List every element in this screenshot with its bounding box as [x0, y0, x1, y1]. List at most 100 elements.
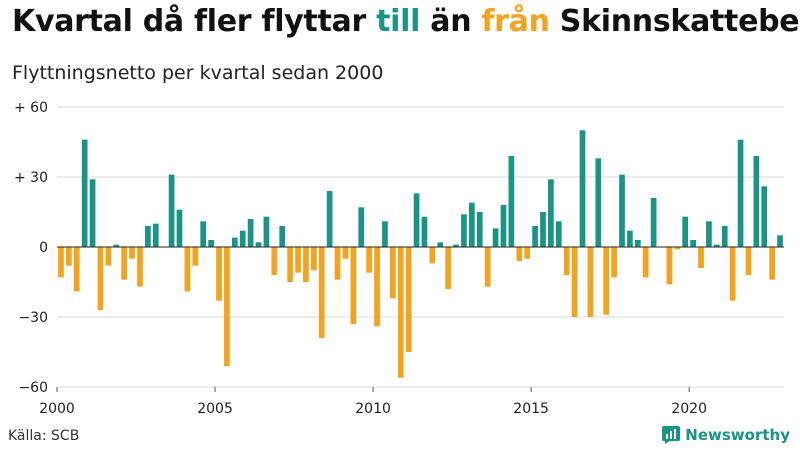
bar-72	[627, 230, 633, 247]
bar-6	[105, 247, 112, 266]
bar-61	[540, 212, 546, 247]
title-word-in: till	[376, 4, 421, 39]
bar-2	[73, 247, 80, 292]
bar-88	[753, 156, 760, 247]
bar-50	[453, 244, 459, 247]
bar-26	[263, 216, 270, 247]
chart-subtitle: Flyttningsnetto per kvartal sedan 2000	[12, 62, 384, 84]
bar-53	[476, 212, 483, 247]
bar-65	[571, 247, 578, 317]
bar-22	[231, 237, 238, 247]
bar-31	[303, 247, 309, 282]
brand-name: Newsworthy	[685, 426, 790, 444]
bar-37	[350, 247, 357, 324]
bar-41	[382, 221, 388, 247]
bar-3	[81, 139, 88, 247]
bar-89	[761, 186, 768, 247]
bar-17	[192, 247, 199, 266]
bar-48	[437, 242, 444, 247]
bar-55	[492, 228, 499, 247]
y-tick-label-0: + 60	[14, 100, 48, 116]
brand-logo: Newsworthy	[662, 426, 790, 444]
bar-83	[713, 244, 720, 247]
bar-59	[524, 247, 531, 259]
bar-86	[737, 139, 744, 247]
bar-77	[666, 247, 673, 285]
bar-11	[145, 226, 151, 247]
bar-73	[634, 240, 641, 247]
bar-10	[137, 247, 143, 287]
bar-4	[89, 179, 96, 247]
x-tick-label-3: 2015	[513, 401, 549, 417]
bar-80	[690, 240, 696, 247]
bar-12	[152, 223, 159, 247]
bar-54	[484, 247, 491, 287]
bar-35	[334, 247, 341, 280]
bar-78	[674, 247, 681, 250]
bar-74	[642, 247, 649, 278]
bar-23	[239, 230, 246, 247]
bar-67	[587, 247, 594, 317]
bar-63	[555, 221, 562, 247]
y-tick-label-3: −30	[18, 310, 48, 326]
bar-38	[358, 207, 365, 247]
bar-58	[516, 247, 523, 261]
title-part-3: Skinnskatteberg	[559, 4, 800, 39]
bar-18	[200, 221, 207, 247]
bar-60	[532, 226, 538, 247]
bar-34	[326, 191, 333, 247]
bar-81	[698, 247, 704, 268]
bar-62	[548, 179, 554, 247]
bar-91	[777, 235, 783, 247]
bar-47	[429, 247, 436, 264]
y-tick-label-4: −60	[18, 380, 48, 396]
bar-46	[421, 216, 428, 247]
bar-32	[310, 247, 317, 271]
x-tick-label-1: 2005	[197, 401, 233, 417]
y-tick-label-2: 0	[39, 240, 48, 256]
bar-16	[184, 247, 191, 292]
bar-64	[563, 247, 570, 275]
bar-49	[445, 247, 452, 289]
bar-36	[342, 247, 349, 259]
bar-87	[745, 247, 752, 275]
bar-66	[579, 130, 586, 247]
bar-30	[295, 247, 301, 273]
bar-0	[58, 247, 64, 278]
bar-57	[508, 156, 515, 247]
x-tick-label-0: 2000	[39, 401, 75, 417]
bar-5	[97, 247, 104, 310]
bar-69	[603, 247, 610, 315]
bar-56	[500, 205, 507, 247]
bar-25	[255, 242, 262, 247]
bar-68	[595, 158, 602, 247]
bar-28	[279, 226, 286, 247]
bar-40	[374, 247, 380, 327]
bar-79	[682, 216, 689, 247]
bar-90	[769, 247, 775, 280]
bar-27	[271, 247, 278, 275]
title-part-2: än	[420, 4, 482, 39]
bar-15	[176, 209, 183, 247]
x-tick-label-2: 2010	[355, 401, 391, 417]
bar-19	[208, 240, 214, 247]
bar-39	[366, 247, 372, 273]
bar-9	[129, 247, 135, 259]
title-word-out: från	[481, 4, 550, 39]
bar-45	[413, 193, 420, 247]
chart-title: Kvartal då fler flyttar till än från Ski…	[12, 4, 800, 39]
bar-29	[287, 247, 293, 282]
bar-75	[650, 198, 657, 247]
y-tick-label-1: + 30	[14, 170, 48, 186]
bar-33	[318, 247, 325, 338]
x-tick-label-4: 2020	[671, 401, 707, 417]
bar-7	[113, 244, 120, 247]
bar-71	[619, 174, 625, 247]
bar-42	[389, 247, 396, 299]
bar-82	[706, 221, 712, 247]
bar-14	[168, 174, 175, 247]
newsworthy-logo-icon	[662, 426, 681, 444]
bar-8	[121, 247, 128, 280]
bar-24	[247, 219, 254, 247]
